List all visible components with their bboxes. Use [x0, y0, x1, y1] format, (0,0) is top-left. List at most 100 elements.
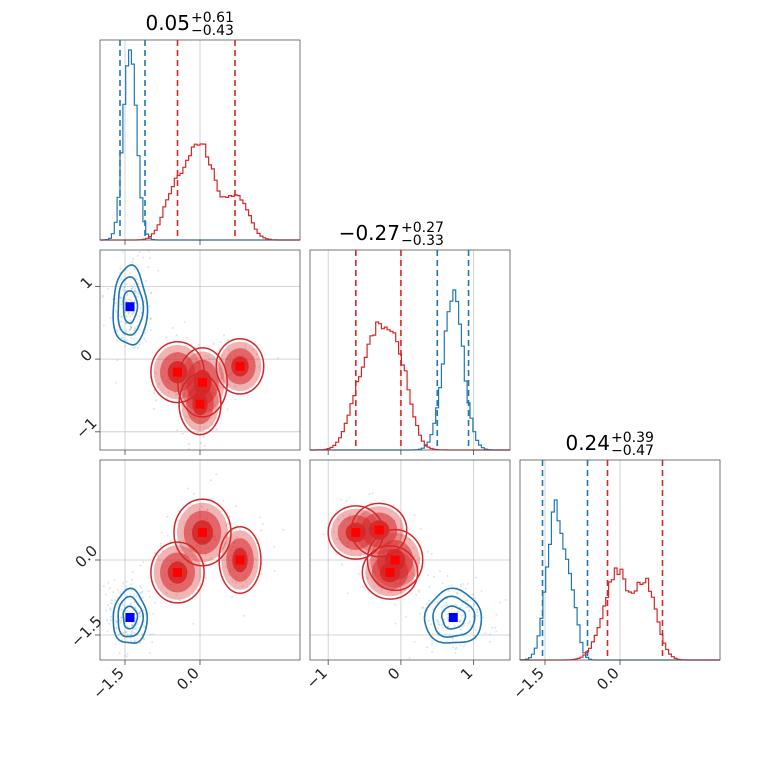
sample-point: [177, 519, 180, 522]
sample-point: [166, 515, 169, 518]
sample-point: [140, 311, 143, 314]
red-mode-marker: [173, 568, 182, 577]
sample-point: [104, 593, 107, 596]
sample-point: [206, 509, 209, 512]
sample-point: [134, 640, 137, 643]
sample-point: [258, 516, 261, 519]
sample-point: [119, 591, 121, 594]
sample-point: [246, 586, 249, 589]
sample-point: [488, 633, 491, 636]
sample-point: [153, 552, 156, 554]
sample-point: [475, 608, 478, 611]
sample-point: [253, 557, 256, 560]
sample-point: [463, 624, 466, 627]
sample-point: [459, 583, 462, 586]
sample-point: [218, 387, 221, 389]
sample-point: [443, 618, 446, 621]
sample-point: [122, 631, 125, 634]
contour-outline: [178, 373, 222, 436]
contour-line: [432, 595, 476, 638]
sample-point: [119, 296, 122, 299]
sample-point: [150, 317, 153, 320]
sample-point: [474, 629, 477, 632]
sample-point: [120, 316, 123, 319]
sample-point: [125, 580, 128, 583]
contour-outline: [361, 545, 419, 600]
sample-point: [242, 614, 245, 617]
sample-point: [157, 382, 160, 385]
sample-point: [474, 576, 477, 579]
red-mode-marker: [198, 528, 207, 537]
sample-point: [139, 307, 142, 310]
sample-point: [402, 538, 405, 540]
sample-point: [221, 547, 224, 550]
sample-point: [226, 408, 229, 411]
sample-point: [114, 599, 116, 601]
sample-point: [430, 643, 433, 646]
sample-point: [154, 372, 157, 375]
sample-point: [202, 584, 205, 587]
sample-point: [116, 596, 119, 599]
sample-point: [130, 589, 133, 592]
sample-point: [184, 345, 187, 348]
sample-point: [441, 626, 444, 629]
contour-outline: [177, 347, 228, 418]
sample-point: [282, 528, 285, 531]
sample-point: [441, 623, 444, 626]
param-title-1: −0.27: [339, 221, 400, 245]
sample-point: [120, 619, 123, 622]
sample-point: [194, 346, 197, 349]
sample-point: [245, 581, 248, 584]
sample-point: [418, 590, 421, 593]
sample-point: [235, 536, 238, 538]
sample-point: [413, 513, 416, 516]
sample-point: [380, 589, 383, 592]
sample-point: [494, 626, 497, 629]
sample-point: [136, 621, 139, 624]
sample-point: [134, 328, 137, 331]
sample-point: [183, 392, 185, 395]
red-histogram-0: [100, 143, 300, 241]
sample-point: [436, 620, 439, 622]
sample-point: [431, 650, 434, 653]
sample-point: [421, 606, 424, 609]
sample-point: [117, 334, 120, 336]
sample-point: [431, 640, 434, 643]
sample-point: [211, 423, 214, 426]
sample-point: [277, 357, 279, 360]
sample-point: [202, 426, 205, 429]
sample-point: [130, 633, 133, 636]
sample-point: [160, 531, 163, 534]
sample-point: [135, 290, 138, 293]
sample-point: [464, 606, 467, 609]
sample-point: [123, 285, 126, 288]
sample-point: [162, 584, 165, 587]
sample-point: [117, 633, 120, 636]
param-title-2: 0.24: [565, 431, 610, 455]
sample-point: [130, 639, 132, 642]
sample-point: [455, 646, 458, 649]
sample-point: [130, 583, 133, 586]
sample-point: [227, 526, 230, 529]
sample-point: [459, 628, 462, 631]
sample-point: [138, 612, 141, 615]
sample-point: [154, 601, 157, 604]
sample-point: [373, 585, 376, 588]
panel-frame: [309, 459, 511, 661]
x-tick-label: 0.0: [173, 664, 203, 694]
sample-point: [133, 627, 136, 630]
sample-point: [152, 632, 155, 635]
sample-point: [120, 616, 122, 619]
sample-point: [154, 399, 157, 402]
sample-point: [196, 588, 199, 591]
sample-point: [144, 280, 147, 282]
sample-point: [122, 288, 125, 291]
sample-point: [115, 329, 118, 332]
sample-point: [127, 312, 130, 315]
sample-point: [122, 289, 125, 292]
sample-point: [109, 607, 112, 610]
sample-point: [451, 607, 454, 610]
sample-point: [491, 626, 493, 629]
sample-point: [149, 633, 152, 636]
sample-point: [141, 596, 144, 599]
